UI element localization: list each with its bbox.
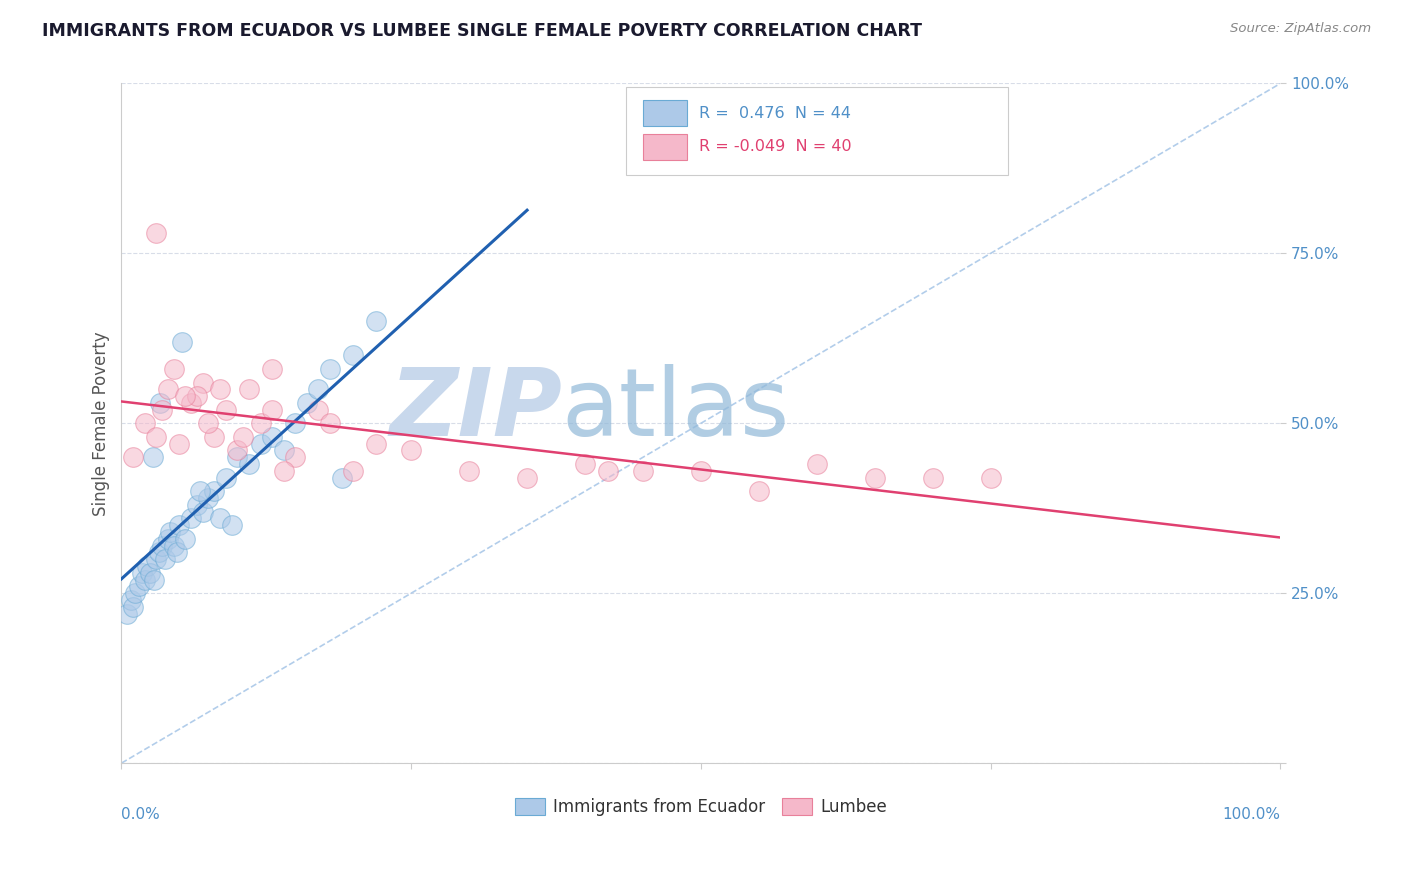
Point [980, 470, 1002, 484]
Point [169, 518, 191, 533]
Point [170, 334, 193, 349]
Point [149, 396, 172, 410]
Point [155, 552, 177, 566]
Point [308, 402, 330, 417]
Text: Source: ZipAtlas.com: Source: ZipAtlas.com [1230, 22, 1371, 36]
Text: ZIP: ZIP [389, 364, 562, 456]
Point [458, 464, 481, 478]
Point [202, 430, 225, 444]
Point [186, 389, 208, 403]
FancyBboxPatch shape [626, 87, 1008, 175]
Point [150, 539, 173, 553]
Point [319, 362, 342, 376]
Point [122, 599, 145, 614]
Text: IMMIGRANTS FROM ECUADOR VS LUMBEE SINGLE FEMALE POVERTY CORRELATION CHART: IMMIGRANTS FROM ECUADOR VS LUMBEE SINGLE… [42, 22, 922, 40]
Point [748, 484, 770, 499]
Text: 100.0%: 100.0% [1222, 807, 1281, 822]
Point [142, 573, 165, 587]
Point [162, 539, 184, 553]
Point [191, 376, 214, 390]
Point [159, 524, 181, 539]
Point [180, 396, 202, 410]
Point [226, 443, 249, 458]
Point [690, 464, 713, 478]
Point [342, 348, 364, 362]
Point [142, 450, 165, 465]
Point [366, 314, 388, 328]
Point [284, 450, 307, 465]
Point [156, 382, 179, 396]
Point [208, 382, 231, 396]
Point [238, 457, 260, 471]
Point [180, 511, 202, 525]
Point [295, 396, 318, 410]
Point [122, 450, 145, 465]
Point [215, 470, 238, 484]
Point [134, 573, 156, 587]
Point [166, 545, 188, 559]
Point [366, 436, 388, 450]
Point [226, 450, 249, 465]
Point [249, 436, 271, 450]
Point [262, 402, 284, 417]
Point [188, 484, 211, 499]
Point [631, 464, 654, 478]
Point [273, 464, 295, 478]
Point [150, 402, 173, 417]
Point [308, 382, 330, 396]
Point [120, 593, 142, 607]
Point [284, 417, 307, 431]
Text: R =  0.476  N = 44: R = 0.476 N = 44 [699, 106, 851, 120]
Point [574, 457, 596, 471]
Point [249, 417, 271, 431]
Point [221, 518, 243, 533]
Legend: Immigrants from Ecuador, Lumbee: Immigrants from Ecuador, Lumbee [508, 791, 894, 822]
Point [197, 491, 219, 505]
Point [148, 545, 170, 559]
Point [273, 443, 295, 458]
Point [516, 470, 538, 484]
Point [262, 362, 284, 376]
Point [208, 511, 231, 525]
Point [330, 470, 353, 484]
Point [186, 498, 208, 512]
Point [806, 457, 828, 471]
Point [202, 484, 225, 499]
Point [145, 552, 167, 566]
Point [136, 559, 159, 574]
Point [238, 382, 260, 396]
Point [197, 417, 219, 431]
Text: R = -0.049  N = 40: R = -0.049 N = 40 [699, 139, 851, 154]
Point [156, 532, 179, 546]
Point [863, 470, 886, 484]
Point [598, 464, 620, 478]
Point [124, 586, 146, 600]
Point [115, 607, 138, 621]
Point [162, 362, 184, 376]
Bar [643, 101, 688, 127]
Point [131, 566, 153, 580]
Point [921, 470, 943, 484]
Text: 0.0%: 0.0% [121, 807, 160, 822]
Point [145, 430, 167, 444]
Point [128, 579, 150, 593]
Point [399, 443, 422, 458]
Bar [643, 134, 688, 160]
Point [174, 532, 197, 546]
Point [215, 402, 238, 417]
Point [342, 464, 364, 478]
Text: atlas: atlas [562, 364, 790, 456]
Point [191, 505, 214, 519]
Point [134, 417, 156, 431]
Y-axis label: Single Female Poverty: Single Female Poverty [93, 331, 110, 516]
Point [145, 226, 167, 240]
Point [319, 417, 342, 431]
Point [169, 436, 191, 450]
Point [174, 389, 197, 403]
Point [262, 430, 284, 444]
Point [139, 566, 162, 580]
Point [232, 430, 254, 444]
